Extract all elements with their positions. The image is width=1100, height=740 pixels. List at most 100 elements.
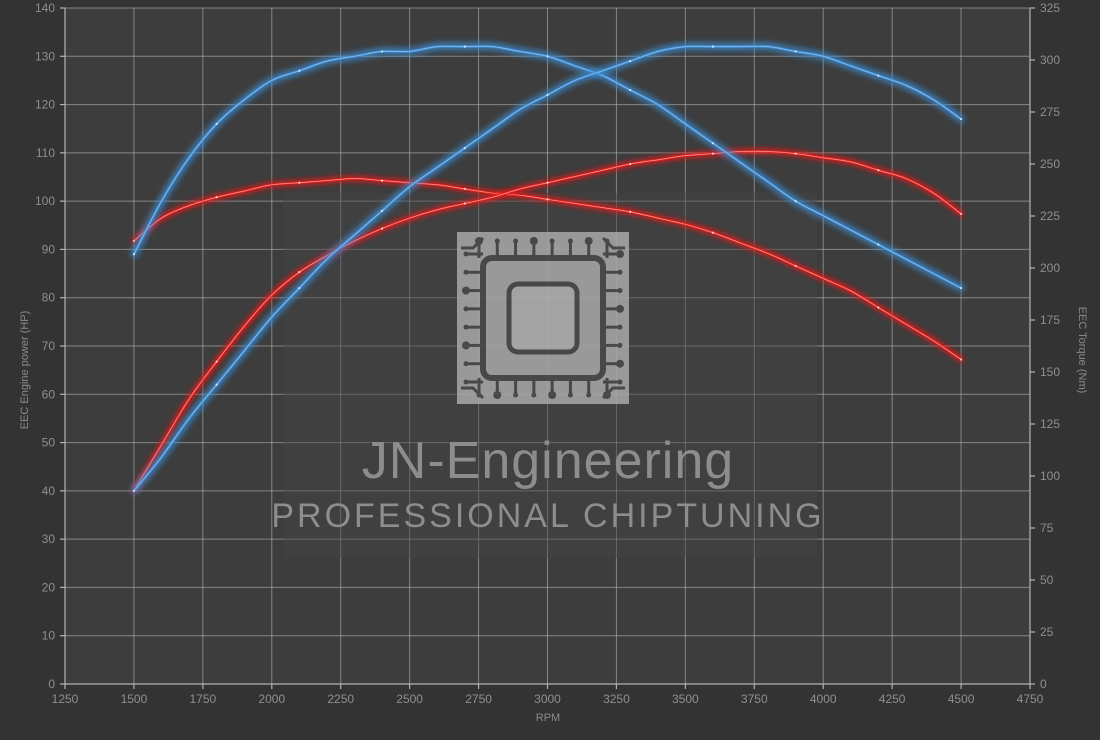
data-point (794, 152, 797, 155)
data-point (629, 210, 632, 213)
data-point (298, 286, 301, 290)
data-point (380, 50, 384, 53)
y-axis-tick-label: 100 (35, 194, 55, 208)
data-point (629, 60, 632, 63)
data-point (877, 74, 880, 77)
y2-axis-tick-label: 0 (1040, 677, 1047, 691)
y-axis-tick-label: 0 (48, 677, 55, 691)
x-axis-tick-label: 1250 (52, 692, 79, 706)
data-point (380, 179, 384, 182)
y2-axis-tick-label: 25 (1040, 625, 1054, 639)
y-axis-tick-label: 20 (42, 580, 56, 594)
x-axis-tick-label: 4250 (879, 692, 906, 706)
x-axis-tick-label: 2000 (258, 692, 285, 706)
data-point (711, 231, 715, 234)
data-point (959, 117, 963, 121)
x-axis-tick-label: 4500 (948, 692, 975, 706)
data-point (794, 264, 797, 268)
data-point (463, 202, 466, 205)
data-point (877, 243, 880, 246)
data-point (463, 146, 466, 150)
y2-axis-tick-label: 325 (1040, 1, 1060, 15)
series-lines (130, 43, 965, 494)
y-axis-tick-label: 120 (35, 98, 55, 112)
x-axis-tick-label: 2500 (396, 692, 423, 706)
data-point (463, 45, 466, 48)
watermark-subtitle: PROFESSIONAL CHIPTUNING (271, 497, 824, 535)
data-point (215, 122, 218, 125)
y2-axis-tick-label: 250 (1040, 157, 1060, 171)
data-point (629, 88, 632, 92)
series-2 (131, 148, 964, 494)
watermark-title: JN-Engineering (362, 432, 734, 490)
data-point (132, 239, 136, 243)
y-axis-tick-label: 50 (42, 436, 56, 450)
data-point (711, 142, 715, 145)
y-axis-tick-label: 110 (36, 146, 55, 160)
data-point (959, 358, 963, 361)
y-axis-tick-label: 90 (42, 242, 56, 256)
data-point (298, 271, 301, 274)
y2-axis-title: EEC Torque (Nm) (1076, 307, 1088, 394)
data-point (215, 196, 218, 199)
data-point (298, 69, 301, 72)
data-point (959, 212, 963, 216)
y2-axis-tick-label: 50 (1040, 573, 1054, 587)
data-point (711, 152, 715, 155)
series-1 (131, 176, 964, 363)
x-axis-tick-label: 1750 (190, 692, 217, 706)
data-point (215, 360, 218, 363)
x-axis-tick-label: 4000 (810, 692, 837, 706)
x-axis-tick-label: 2250 (327, 692, 354, 706)
data-point (794, 50, 797, 53)
y-axis-tick-label: 140 (35, 1, 55, 15)
y2-axis-tick-label: 125 (1040, 417, 1060, 431)
axes (60, 7, 1035, 689)
y2-axis-tick-label: 175 (1040, 313, 1060, 327)
y2-axis-tick-label: 200 (1040, 261, 1060, 275)
x-axis-tick-label: 3750 (741, 692, 768, 706)
data-point (546, 93, 549, 97)
x-axis-tick-label: 1500 (121, 692, 148, 706)
x-axis-tick-label: 2750 (465, 692, 492, 706)
y-axis-tick-label: 10 (42, 629, 56, 643)
data-point (463, 187, 466, 191)
data-point (877, 169, 880, 172)
axis-labels: 0 10 20 30 40 50 60 70 80 90 100 110 120 130 140 0 25 50 7… (35, 1, 1060, 706)
y-axis-tick-label: 60 (42, 387, 56, 401)
data-point (132, 253, 136, 256)
x-axis-tick-label: 3250 (603, 692, 630, 706)
data-point (380, 209, 384, 212)
y-axis-tick-label: 30 (42, 532, 56, 546)
x-axis-tick-label: 4750 (1017, 692, 1044, 706)
y2-axis-tick-label: 225 (1040, 209, 1060, 223)
y2-axis-tick-label: 100 (1040, 469, 1060, 483)
y2-axis-tick-label: 150 (1040, 365, 1060, 379)
x-axis-tick-label: 3000 (534, 692, 561, 706)
data-point (877, 306, 880, 309)
data-point (298, 181, 301, 184)
data-point (794, 200, 797, 203)
data-point (546, 55, 549, 58)
y-axis-tick-label: 130 (35, 49, 55, 63)
series-4 (130, 43, 965, 494)
data-point (380, 227, 384, 230)
data-point (132, 489, 136, 492)
y-axis-tick-label: 40 (42, 484, 56, 498)
x-axis-title: RPM (536, 712, 560, 724)
data-point (629, 162, 632, 166)
x-axis-tick-label: 3500 (672, 692, 699, 706)
y-axis-title: EEC Engine power (HP) (19, 311, 31, 430)
y2-axis-tick-label: 75 (1040, 521, 1054, 535)
watermark: JN-Engineering PROFESSIONAL CHIPTUNING (271, 193, 824, 558)
series-3 (130, 43, 965, 292)
microchip-icon (457, 232, 629, 404)
data-point (959, 286, 963, 290)
data-point (546, 198, 549, 201)
y2-axis-tick-label: 300 (1040, 53, 1060, 67)
y-axis-tick-label: 70 (42, 339, 56, 353)
y-axis-tick-label: 80 (42, 291, 56, 305)
data-point (711, 45, 715, 48)
